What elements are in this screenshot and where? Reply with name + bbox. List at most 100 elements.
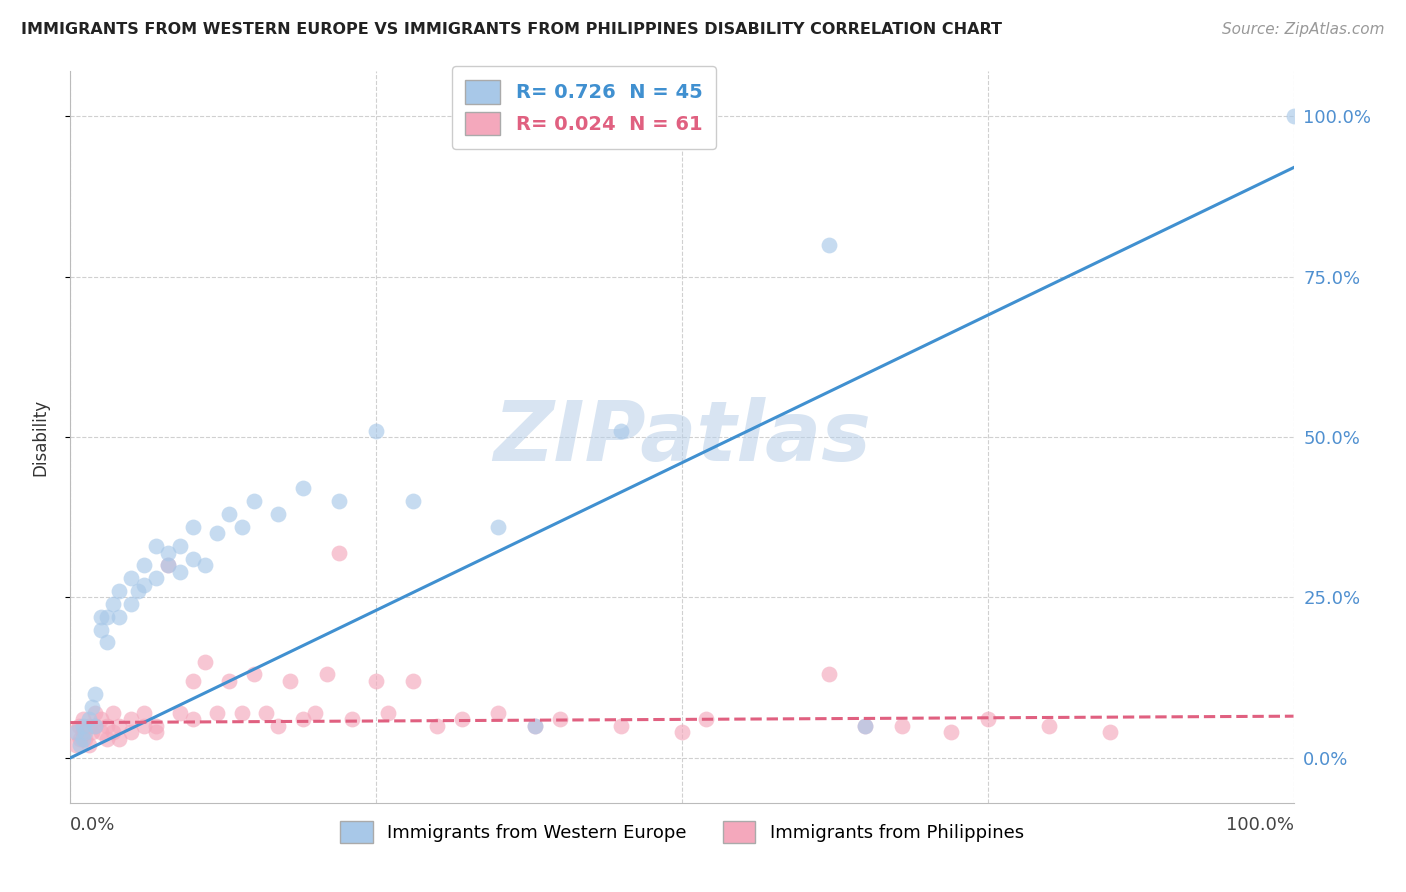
Point bbox=[218, 673, 240, 688]
Point bbox=[77, 738, 100, 752]
Y-axis label: Disability: Disability bbox=[31, 399, 49, 475]
Point bbox=[145, 725, 167, 739]
Point bbox=[328, 545, 350, 559]
Point bbox=[548, 712, 571, 726]
Point bbox=[101, 725, 124, 739]
Point bbox=[366, 424, 388, 438]
Text: Source: ZipAtlas.com: Source: ZipAtlas.com bbox=[1222, 22, 1385, 37]
Point bbox=[101, 597, 124, 611]
Point bbox=[145, 539, 167, 553]
Point bbox=[695, 712, 717, 726]
Point bbox=[96, 731, 118, 746]
Point bbox=[132, 719, 155, 733]
Point bbox=[291, 482, 314, 496]
Point bbox=[280, 673, 302, 688]
Point bbox=[524, 719, 547, 733]
Point bbox=[205, 706, 228, 720]
Point bbox=[488, 520, 510, 534]
Point bbox=[83, 719, 105, 733]
Text: 0.0%: 0.0% bbox=[70, 815, 115, 834]
Point bbox=[82, 725, 104, 739]
Point bbox=[96, 609, 118, 624]
Point bbox=[181, 552, 204, 566]
Point bbox=[83, 706, 105, 720]
Text: IMMIGRANTS FROM WESTERN EUROPE VS IMMIGRANTS FROM PHILIPPINES DISABILITY CORRELA: IMMIGRANTS FROM WESTERN EUROPE VS IMMIGR… bbox=[21, 22, 1002, 37]
Point bbox=[855, 719, 877, 733]
Point bbox=[610, 424, 633, 438]
Point bbox=[121, 597, 143, 611]
Point bbox=[63, 725, 86, 739]
Point bbox=[1282, 109, 1305, 123]
Point bbox=[121, 571, 143, 585]
Point bbox=[90, 609, 112, 624]
Point bbox=[96, 719, 118, 733]
Point bbox=[72, 719, 94, 733]
Point bbox=[169, 539, 191, 553]
Point bbox=[194, 558, 217, 573]
Point bbox=[1038, 719, 1060, 733]
Point bbox=[132, 577, 155, 591]
Point bbox=[121, 725, 143, 739]
Point bbox=[127, 584, 149, 599]
Point bbox=[90, 712, 112, 726]
Point bbox=[488, 706, 510, 720]
Point bbox=[939, 725, 962, 739]
Point bbox=[181, 712, 204, 726]
Text: 100.0%: 100.0% bbox=[1226, 815, 1294, 834]
Point bbox=[82, 699, 104, 714]
Point bbox=[340, 712, 363, 726]
Point bbox=[157, 545, 180, 559]
Point bbox=[67, 719, 90, 733]
Point bbox=[671, 725, 693, 739]
Point bbox=[817, 667, 839, 681]
Point bbox=[366, 673, 388, 688]
Point bbox=[316, 667, 339, 681]
Point bbox=[72, 731, 94, 746]
Point bbox=[231, 520, 253, 534]
Point bbox=[132, 706, 155, 720]
Point bbox=[73, 731, 96, 746]
Point bbox=[83, 719, 105, 733]
Point bbox=[145, 571, 167, 585]
Point bbox=[108, 584, 131, 599]
Point bbox=[976, 712, 998, 726]
Point bbox=[121, 712, 143, 726]
Point bbox=[73, 725, 96, 739]
Point bbox=[90, 623, 112, 637]
Point bbox=[90, 725, 112, 739]
Point bbox=[377, 706, 399, 720]
Point bbox=[72, 725, 94, 739]
Point bbox=[891, 719, 914, 733]
Point bbox=[267, 719, 290, 733]
Text: ZIPatlas: ZIPatlas bbox=[494, 397, 870, 477]
Point bbox=[181, 520, 204, 534]
Point bbox=[402, 673, 425, 688]
Point bbox=[328, 494, 350, 508]
Point bbox=[108, 719, 131, 733]
Point bbox=[1099, 725, 1122, 739]
Legend: Immigrants from Western Europe, Immigrants from Philippines: Immigrants from Western Europe, Immigran… bbox=[328, 809, 1036, 856]
Point bbox=[101, 706, 124, 720]
Point bbox=[77, 712, 100, 726]
Point bbox=[69, 731, 91, 746]
Point bbox=[83, 687, 105, 701]
Point bbox=[65, 738, 87, 752]
Point bbox=[181, 673, 204, 688]
Point bbox=[291, 712, 314, 726]
Point bbox=[243, 494, 266, 508]
Point bbox=[205, 526, 228, 541]
Point bbox=[855, 719, 877, 733]
Point bbox=[65, 725, 87, 739]
Point bbox=[231, 706, 253, 720]
Point bbox=[72, 712, 94, 726]
Point bbox=[254, 706, 277, 720]
Point bbox=[169, 565, 191, 579]
Point bbox=[96, 635, 118, 649]
Point bbox=[194, 655, 217, 669]
Point bbox=[610, 719, 633, 733]
Point bbox=[169, 706, 191, 720]
Point bbox=[157, 558, 180, 573]
Point bbox=[304, 706, 326, 720]
Point bbox=[108, 609, 131, 624]
Point bbox=[145, 719, 167, 733]
